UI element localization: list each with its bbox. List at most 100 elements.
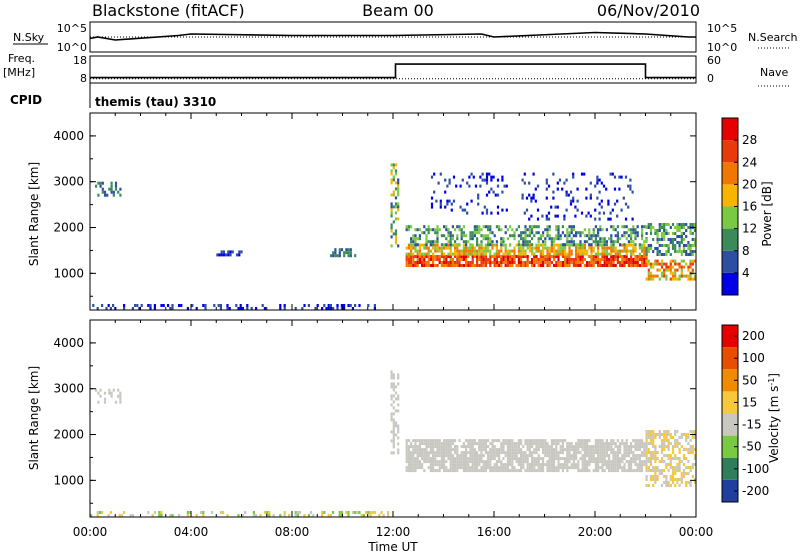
velocity-cell (570, 448, 573, 452)
velocity-cell (491, 445, 494, 449)
velocity-cell (153, 511, 156, 514)
velocity-cell (542, 448, 545, 452)
power-cell (566, 240, 569, 244)
power-cell (407, 255, 410, 258)
velocity-cell (649, 478, 653, 481)
velocity-cell (559, 439, 562, 443)
velocity-cell (548, 454, 551, 458)
power-cell (425, 240, 428, 244)
velocity-cell (649, 454, 653, 457)
velocity-cell (564, 448, 567, 452)
power-cell (390, 205, 393, 209)
velocity-cell (462, 451, 465, 455)
velocity-cell (509, 463, 512, 467)
power-ytick-label: 2000 (53, 221, 84, 235)
power-cell (689, 247, 692, 250)
power-cell (112, 304, 115, 307)
power-cbar-swatch (722, 118, 738, 141)
power-cell (557, 246, 560, 250)
velocity-cell (531, 460, 534, 464)
velocity-cell (616, 445, 619, 449)
power-cell (496, 193, 500, 197)
velocity-cell (634, 457, 637, 461)
power-cell (536, 208, 540, 212)
power-cell (480, 234, 483, 238)
velocity-cell (252, 511, 255, 514)
power-cell (665, 250, 668, 253)
velocity-cell (513, 454, 516, 458)
power-cell (528, 193, 531, 197)
velocity-cell (511, 451, 514, 455)
velocity-cell (412, 448, 415, 452)
velocity-cell (418, 466, 421, 470)
power-cell (663, 274, 666, 278)
power-cbar-label: 28 (742, 133, 757, 147)
power-cell (627, 205, 630, 209)
power-cell (517, 252, 520, 256)
velocity-cell (526, 439, 529, 443)
velocity-cbar-label: 100 (742, 351, 765, 365)
velocity-cell (674, 469, 677, 472)
power-cell (559, 237, 562, 241)
velocity-cell (434, 457, 437, 461)
velocity-cell (502, 451, 505, 455)
velocity-cell (456, 463, 459, 467)
velocity-cell (623, 448, 626, 452)
velocity-cell (616, 463, 619, 467)
velocity-cell (665, 484, 668, 487)
power-cell (119, 193, 122, 197)
velocity-cell (471, 463, 474, 467)
power-cell (612, 255, 615, 258)
velocity-cell (103, 391, 107, 395)
velocity-cell (652, 436, 655, 439)
power-cell (630, 240, 633, 244)
power-cell (546, 246, 549, 250)
velocity-cell (255, 514, 258, 517)
velocity-cell (504, 442, 507, 446)
power-cell (407, 228, 410, 232)
power-cell (663, 223, 666, 226)
power-cell (656, 238, 659, 241)
velocity-cell (570, 466, 573, 470)
power-cell (658, 226, 661, 229)
power-cell (392, 163, 395, 167)
velocity-cell (533, 457, 536, 461)
velocity-cell (667, 445, 670, 448)
power-cell (495, 243, 498, 247)
velocity-cell (634, 439, 637, 443)
velocity-cell (101, 511, 104, 514)
power-cell (397, 181, 400, 185)
velocity-cell (340, 514, 343, 517)
velocity-cell (405, 445, 408, 449)
power-cell (603, 246, 606, 250)
power-frame (89, 112, 697, 311)
power-cell (526, 228, 529, 232)
velocity-cell (592, 469, 595, 473)
velocity-cell (682, 472, 686, 475)
power-cell (469, 261, 472, 264)
power-cell (614, 234, 617, 238)
power-cell (691, 253, 694, 256)
power-cell (476, 252, 479, 256)
velocity-cell (638, 460, 641, 464)
power-cell (572, 240, 575, 244)
velocity-cell (509, 448, 512, 452)
power-cell (226, 307, 229, 310)
power-cell (314, 307, 317, 310)
velocity-cell (268, 511, 271, 514)
velocity-cell (588, 448, 591, 452)
velocity-cell (484, 463, 487, 467)
velocity-cell (550, 469, 553, 473)
power-cell (542, 234, 545, 238)
power-cell (542, 231, 545, 235)
power-cell (394, 205, 398, 209)
power-cell (618, 175, 621, 179)
velocity-cell (586, 466, 589, 470)
power-cell (629, 187, 632, 191)
power-cell (605, 255, 608, 258)
velocity-cell (634, 454, 637, 458)
power-cell (466, 181, 469, 185)
velocity-cell (605, 442, 608, 446)
power-cell (394, 229, 398, 233)
